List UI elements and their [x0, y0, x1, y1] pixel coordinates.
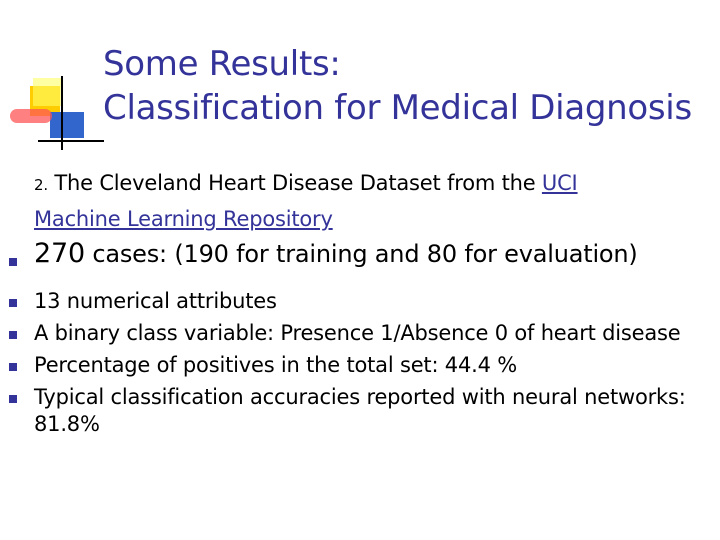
logo-blue-square — [50, 112, 84, 138]
bullet-item-attributes: 13 numerical attributes — [0, 288, 714, 315]
bullet-list: 270 cases: (190 for training and 80 for … — [0, 240, 720, 443]
logo-yellow-highlight — [33, 78, 61, 106]
bullet-item-class-variable: A binary class variable: Presence 1/Abse… — [0, 320, 714, 347]
slide-logo-graphic — [10, 76, 104, 150]
title-line-1: Some Results: — [103, 44, 341, 84]
bullet-text: Typical classification accuracies report… — [34, 385, 686, 436]
bullet-text: cases: (190 for training and 80 for eval… — [92, 240, 638, 268]
bullet-lead-number: 270 — [34, 238, 85, 269]
intro-text: The Cleveland Heart Disease Dataset from… — [54, 171, 536, 195]
logo-red-bar — [10, 109, 52, 123]
uci-link-part-2[interactable]: Machine Learning Repository — [34, 207, 333, 231]
bullet-item-accuracies: Typical classification accuracies report… — [0, 384, 714, 438]
dataset-intro: 2. The Cleveland Heart Disease Dataset f… — [34, 166, 704, 236]
square-bullet-icon — [9, 331, 17, 339]
square-bullet-icon — [9, 395, 17, 403]
bullet-text: 13 numerical attributes — [34, 289, 277, 313]
uci-link-part-1[interactable]: UCI — [541, 171, 578, 195]
title-line-2: Classification for Medical Diagnosis — [103, 88, 692, 128]
square-bullet-icon — [9, 363, 17, 371]
bullet-item-positives: Percentage of positives in the total set… — [0, 352, 714, 379]
intro-number: 2. — [34, 176, 48, 194]
bullet-text: Percentage of positives in the total set… — [34, 353, 517, 377]
square-bullet-icon — [9, 258, 17, 266]
square-bullet-icon — [9, 299, 17, 307]
slide-title: Some Results: Classification for Medical… — [103, 42, 713, 130]
bullet-text: A binary class variable: Presence 1/Abse… — [34, 321, 681, 345]
bullet-item-cases: 270 cases: (190 for training and 80 for … — [0, 240, 714, 268]
